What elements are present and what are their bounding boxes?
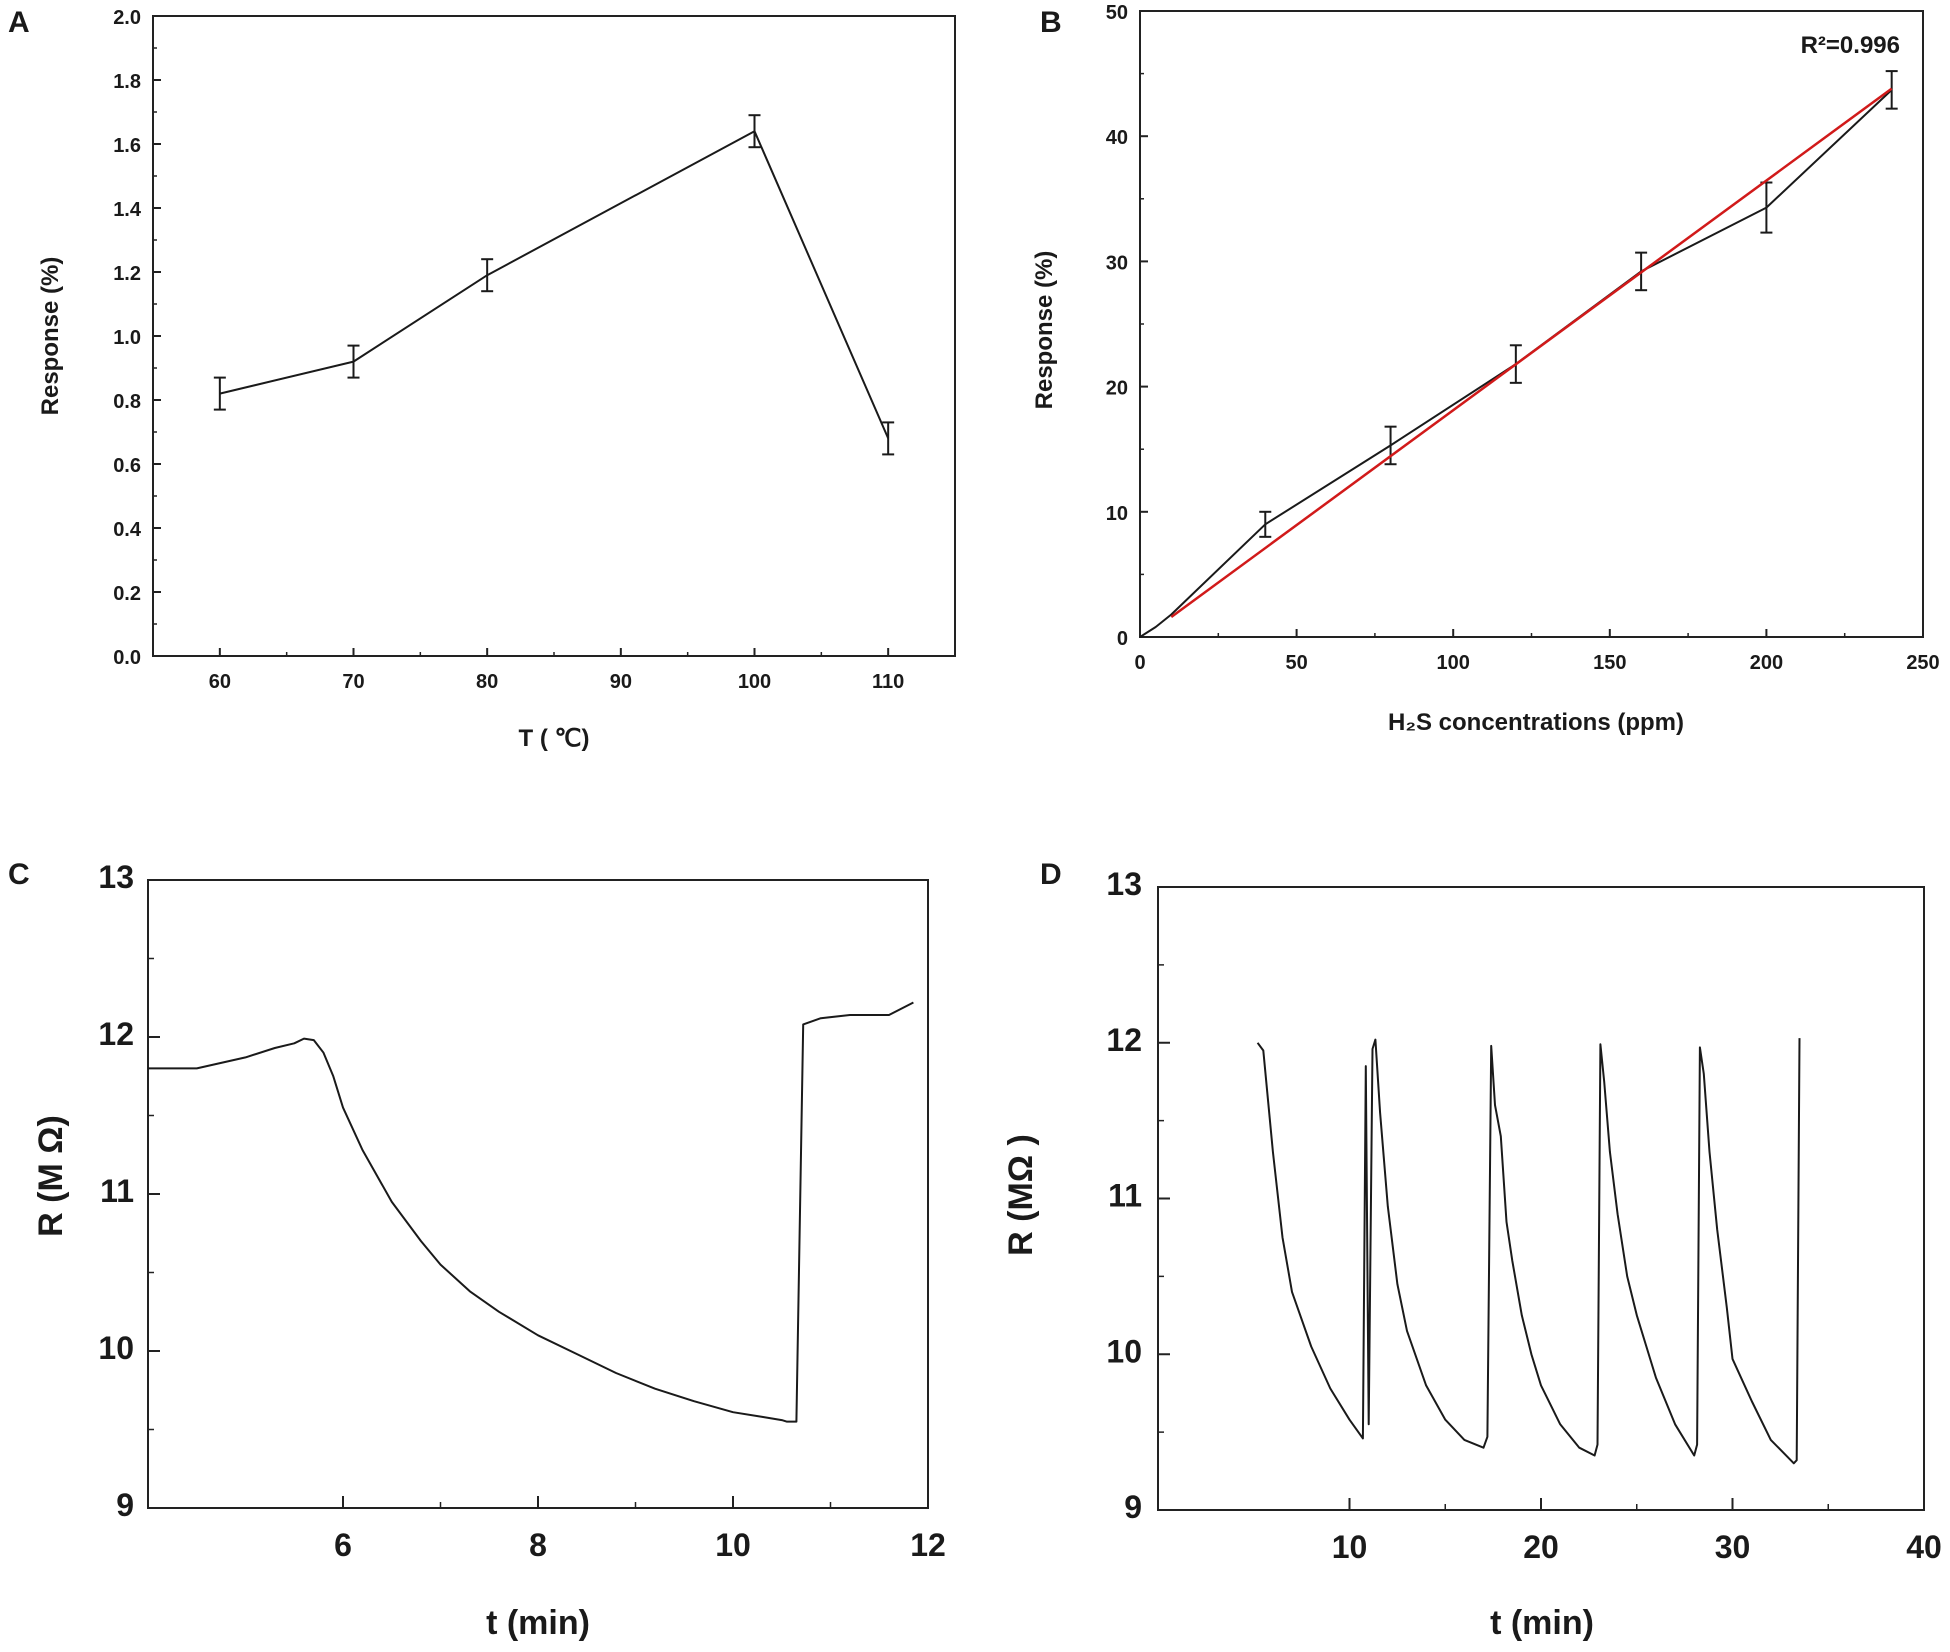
panel-a-x-tick-label: 90 [610,671,632,693]
panel-c-y-tick-label: 13 [98,859,134,895]
panel-b-x-tick-label: 250 [1906,652,1939,674]
panel-a-label: A [8,6,30,39]
panel-c-series-line [148,1001,914,1423]
panel-b-y-tick-label: 0 [1117,628,1128,650]
panel-c-x-tick-label: 6 [334,1527,352,1563]
panel-b-fit-line [1170,87,1893,619]
panel-a-x-tick-label: 60 [209,671,231,693]
panel-d-series-line [1256,1038,1801,1465]
panel-b-x-tick-label: 100 [1437,652,1470,674]
panel-b-x-tick-label: 0 [1134,652,1145,674]
panel-a-y-tick-label: 1.8 [113,71,141,93]
panel-d-x-tick-label: 30 [1715,1529,1751,1565]
panel-b-error-bar [1384,425,1397,466]
panel-b-y-tick-label: 10 [1106,503,1128,525]
panel-a-y-tick-label: 0.4 [113,519,142,541]
panel-d-x-tick-label: 40 [1906,1529,1942,1565]
panel-b-y-tick-label: 40 [1106,127,1128,149]
panel-c-x-tick-label: 10 [715,1527,751,1563]
panel-d-y-tick-label: 11 [1108,1178,1142,1214]
panel-d-y-tick-label: 9 [1124,1489,1142,1525]
panel-a-error-bar [213,376,226,411]
panel-b-x-tick-label: 150 [1593,652,1626,674]
panel-c-label: C [8,858,30,891]
panel-b-y-tick-label: 50 [1106,2,1128,24]
panel-b-y-axis-label: Response (%) [1031,251,1058,410]
panel-d-chart: D 10 20 30 40 9 10 11 12 13 t (min) R (MΩ ) [1002,858,1942,1642]
panel-a-y-tick-label: 1.4 [113,199,142,221]
panel-d-x-tick-label: 20 [1523,1529,1559,1565]
panel-c-x-tick-label: 12 [910,1527,946,1563]
panel-c-y-tick-label: 12 [98,1016,134,1052]
panel-b-y-tick-label: 20 [1106,378,1128,400]
panel-a-y-tick-label: 1.6 [113,135,141,157]
panel-b-label: B [1040,6,1062,39]
panel-a-chart: A 60 70 80 90 100 110 0.0 0.2 0.4 0.6 0.8 1.0 1.2 1.4… [8,6,956,752]
panel-b-x-tick-label: 50 [1285,652,1307,674]
panel-b-x-tick-label: 200 [1750,652,1783,674]
panel-c-y-tick-label: 10 [98,1330,134,1366]
panel-a-error-bar [748,114,761,149]
panel-a-x-tick-label: 100 [738,671,771,693]
panel-a-y-tick-label: 2.0 [113,7,141,29]
panel-d-x-tick-label: 10 [1332,1529,1368,1565]
panel-d-y-tick-label: 13 [1106,866,1142,902]
panel-c-y-axis-label: R (M Ω) [32,1115,70,1237]
panel-a-y-tick-label: 1.2 [113,263,141,285]
panel-a-x-tick-label: 110 [872,671,904,693]
panel-a-y-tick-label: 0.2 [113,583,141,605]
panel-a-error-bar [347,344,360,379]
panel-a-x-tick-label: 70 [342,671,364,693]
panel-b-chart: B 0 50 100 150 200 250 0 10 20 30 40 50 H₂S concent… [1031,2,1940,736]
panel-a-error-bar [481,258,494,293]
panel-c-x-tick-label: 8 [529,1527,547,1563]
panel-b-error-bar [1259,510,1272,538]
panel-d-y-axis-label: R (MΩ ) [1002,1134,1040,1256]
panel-a-y-tick-label: 1.0 [113,327,141,349]
panel-a-y-tick-label: 0.6 [113,455,141,477]
panel-a-x-axis-label: T ( ℃) [519,725,590,752]
panel-c-x-axis-label: t (min) [486,1604,590,1642]
panel-a-error-bar [882,421,895,456]
panel-a-y-tick-label: 0.8 [113,391,141,413]
panel-d-y-tick-label: 12 [1106,1022,1142,1058]
panel-a-y-axis-label: Response (%) [37,257,64,416]
panel-a-y-tick-label: 0.0 [113,647,141,669]
panel-b-r-squared-annotation: R²=0.996 [1801,32,1900,59]
panel-c-y-tick-label: 11 [100,1173,134,1209]
panel-d-y-tick-label: 10 [1106,1333,1142,1369]
panel-b-y-tick-label: 30 [1106,252,1128,274]
panel-b-x-axis-label: H₂S concentrations (ppm) [1388,709,1684,736]
panel-a-x-tick-label: 80 [476,671,498,693]
panel-c-chart: C 6 8 10 12 9 10 11 12 13 t (min) R (M Ω) [8,858,946,1642]
panel-d-x-axis-label: t (min) [1490,1604,1594,1642]
panel-c-y-tick-label: 9 [116,1487,134,1523]
panel-d-label: D [1040,858,1062,891]
